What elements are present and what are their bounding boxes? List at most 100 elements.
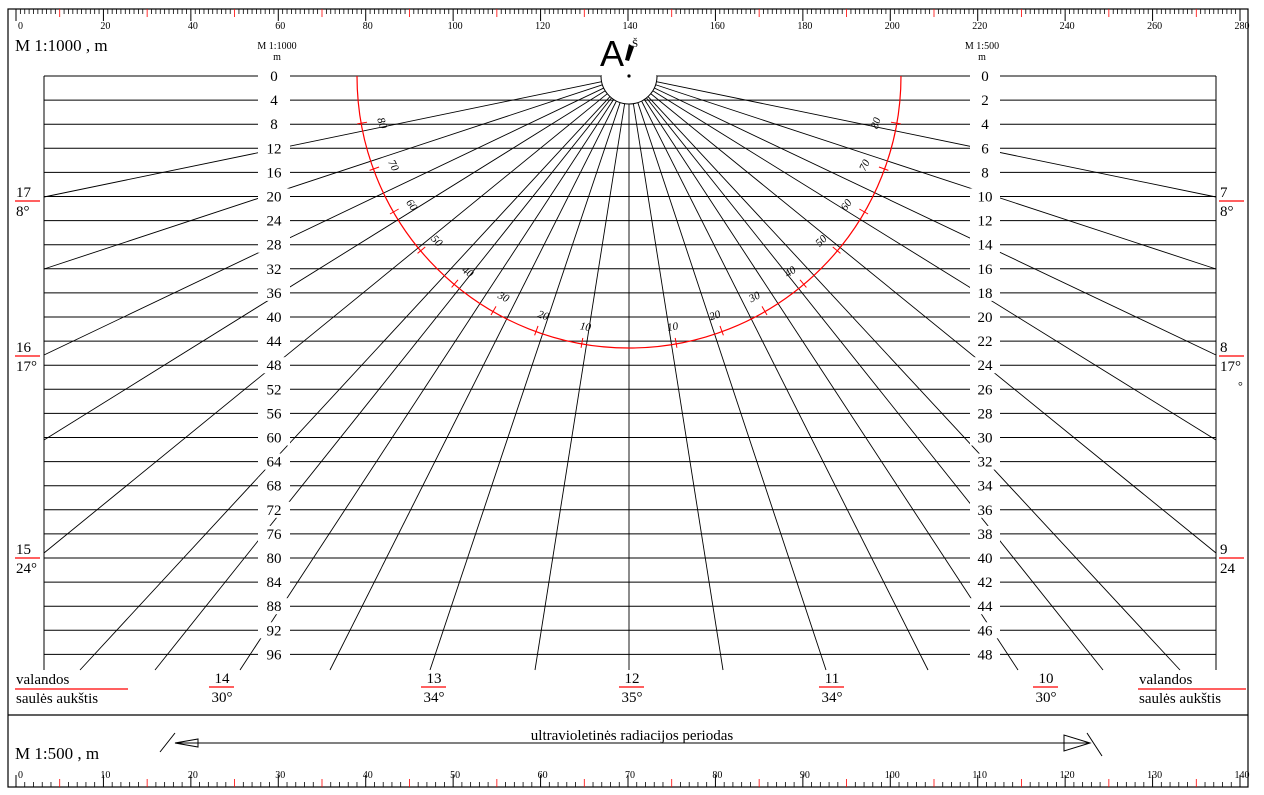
right-side-fraction-hour: 7	[1220, 185, 1228, 201]
ruler-label: 180	[797, 21, 812, 32]
left-scale-label: 96	[267, 647, 283, 663]
right-scale-bg	[970, 188, 1000, 205]
right-scale-label: 16	[978, 262, 994, 278]
left-scale-label: 40	[267, 310, 282, 326]
right-scale-label: 24	[978, 358, 994, 374]
ruler-label: 30	[275, 770, 285, 781]
right-scale-label: 4	[981, 117, 989, 133]
left-scale-bg	[258, 574, 290, 591]
right-scale-bg	[970, 212, 1000, 229]
bottom-ruler: 0 10 20 30 40 50 60 70 80 90 100 110 120 130 140	[15, 770, 1250, 788]
ruler-label: 70	[625, 770, 635, 781]
ruler-label: 280	[1235, 21, 1250, 32]
left-scale-bg	[258, 429, 290, 446]
arc-tick	[799, 279, 807, 288]
arc-label: 30	[746, 289, 763, 305]
left-scale-label: 8	[270, 117, 278, 133]
ruler-label: 50	[450, 770, 460, 781]
ruler-label: 200	[885, 21, 900, 32]
right-scale-bg	[970, 284, 1000, 301]
right-scale-label: 2	[981, 93, 989, 109]
legend-right-bottom: saulės aukštis	[1139, 691, 1221, 707]
right-scale-bg	[970, 598, 1000, 615]
right-scale-label: 30	[978, 431, 993, 447]
main-scale-label: M 1:1000 , m	[15, 36, 108, 55]
arc-label: 10	[579, 320, 592, 334]
right-scale-label: 14	[978, 238, 994, 254]
ruler-label: 130	[1147, 770, 1162, 781]
right-scale-bg	[970, 309, 1000, 325]
right-scale-bg	[970, 236, 1000, 253]
ruler-label: 100	[448, 21, 463, 32]
left-scale-label: 28	[267, 238, 282, 254]
left-scale-bg	[258, 550, 290, 566]
hour-rays	[43, 74, 1217, 671]
hour-ray	[655, 84, 1217, 270]
right-scale-bg	[970, 525, 1000, 542]
bottom-fraction-hour: 11	[825, 671, 839, 687]
left-scale-label: 60	[267, 431, 282, 447]
bottom-fraction-altitude: 30°	[1036, 690, 1057, 706]
right-scale-label: 42	[978, 575, 993, 591]
arc-label: 20	[536, 308, 551, 323]
ruler-label: 160	[710, 21, 725, 32]
left-scale-label: 48	[267, 358, 282, 374]
right-side-fraction-hour: 9	[1220, 542, 1228, 558]
right-scale-label: 38	[978, 527, 993, 543]
right-scale-label: 28	[978, 406, 993, 422]
arc-tick	[832, 246, 841, 254]
legend-left-top: valandos	[16, 672, 69, 688]
ruler-label: 40	[188, 21, 198, 32]
left-scale-label: 80	[267, 551, 282, 567]
right-scale-bg	[970, 381, 1000, 398]
left-scale-bg	[258, 164, 290, 181]
hour-ray	[643, 99, 1019, 671]
left-scale-label: 52	[267, 382, 282, 398]
left-scale-label: 44	[267, 334, 283, 350]
right-scale-label: 0	[981, 69, 989, 85]
hour-ray	[43, 81, 602, 198]
scale-labels: 0481216202428323640444852566064687276808…	[258, 68, 1000, 663]
right-scale-label: 10	[978, 190, 993, 206]
left-scale-label: 16	[267, 165, 283, 181]
left-scale-label: 68	[267, 479, 282, 495]
hour-ray	[647, 96, 1181, 671]
right-scale-bg	[970, 116, 1000, 133]
arc-label: 20	[708, 308, 723, 323]
ruler-label: 260	[1147, 21, 1162, 32]
azimuth-arc	[356, 75, 902, 349]
bottom-fraction-altitude: 34°	[822, 690, 843, 706]
arc-tick	[719, 325, 724, 336]
right-scale-bg	[970, 92, 1000, 109]
hour-ray	[632, 103, 724, 671]
north-label: Š	[632, 38, 638, 50]
right-side-fraction-altitude: 8°	[1220, 204, 1234, 220]
arc-tick	[878, 166, 889, 171]
right-scale-label: 44	[978, 599, 994, 615]
arc-tick	[580, 337, 584, 348]
left-scale-bg	[258, 212, 290, 229]
ruler-label: 40	[363, 770, 373, 781]
right-scale-label: 6	[981, 141, 989, 157]
grid-lines	[43, 75, 1217, 670]
left-scale-unit: m	[273, 52, 281, 63]
left-side-fraction-hour: 17	[16, 185, 32, 201]
ruler-label: 220	[972, 21, 987, 32]
center-point	[627, 74, 631, 78]
hour-altitude-labels: 178°1617°1524°78°817°9241430°1334°1235°1…	[15, 185, 1244, 706]
left-scale-label: 72	[267, 503, 282, 519]
bottom-fraction-hour: 10	[1039, 671, 1054, 687]
arc-tick	[761, 306, 768, 316]
left-scale-bg	[258, 405, 290, 422]
ruler-label: 120	[535, 21, 550, 32]
ruler-label: 60	[538, 770, 548, 781]
left-scale-bg	[258, 309, 290, 325]
arc-tick	[357, 121, 368, 125]
ruler-label: 120	[1060, 770, 1075, 781]
left-scale-bg	[258, 188, 290, 205]
hour-ray	[646, 97, 1104, 671]
arrow-left-icon	[159, 732, 199, 753]
left-scale-bg	[258, 284, 290, 301]
